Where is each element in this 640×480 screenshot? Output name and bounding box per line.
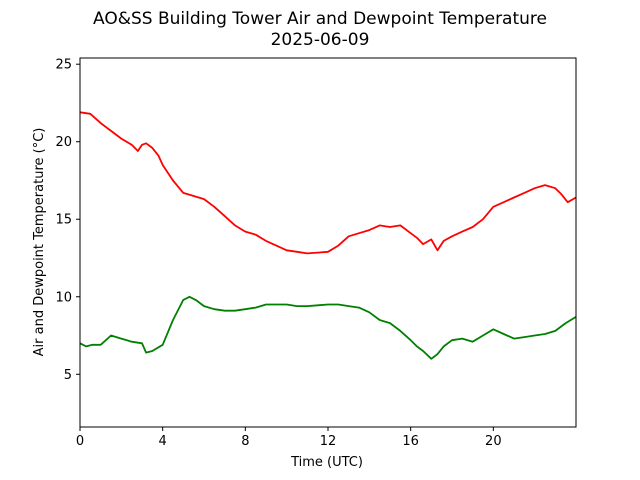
y-tick-label: 15 [55, 213, 72, 228]
ticks-layer: 0 4 8 12 16 20 5 10 15 20 25 [55, 58, 501, 449]
x-tick-label: 8 [241, 434, 249, 449]
x-tick-label: 16 [402, 434, 419, 449]
x-tick-label: 0 [76, 434, 84, 449]
series-line-2 [79, 295, 577, 360]
x-tick-label: 4 [159, 434, 167, 449]
y-tick-label: 25 [55, 58, 72, 73]
y-axis-label: Air and Dewpoint Temperature (°C) [32, 128, 47, 357]
x-tick-label: 20 [485, 434, 502, 449]
plot-frame [79, 57, 577, 428]
series-layer [79, 111, 577, 360]
y-tick-label: 10 [55, 290, 72, 305]
x-axis-label: Time (UTC) [290, 455, 363, 470]
y-tick-label: 5 [64, 368, 72, 383]
series-line-1 [79, 111, 577, 255]
chart-title: AO&SS Building Tower Air and Dewpoint Te… [93, 9, 547, 29]
chart-subtitle: 2025-06-09 [271, 30, 370, 50]
y-tick-label: 20 [55, 135, 72, 150]
x-tick-label: 12 [320, 434, 337, 449]
